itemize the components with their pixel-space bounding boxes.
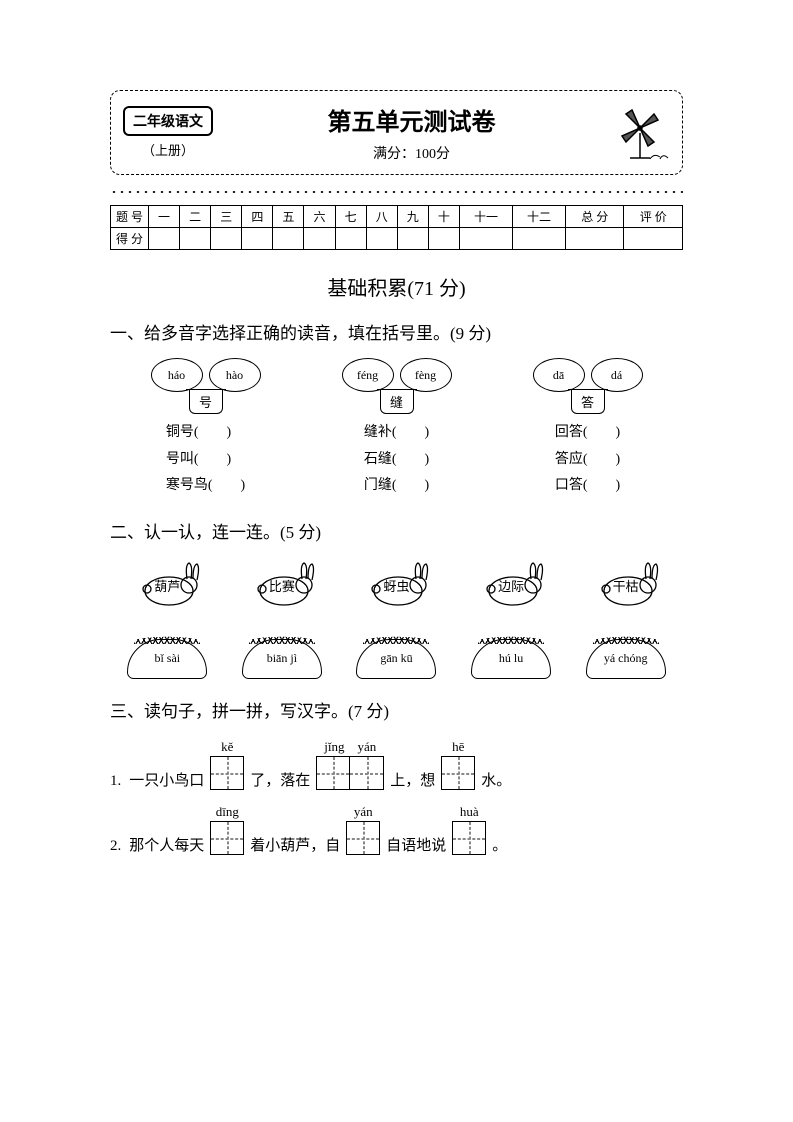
- sentence-text: 一只小鸟口: [129, 769, 204, 790]
- pinyin-label: dīng: [216, 804, 239, 820]
- header: 二年级语文 （上册） 第五单元测试卷 满分：100分: [110, 90, 683, 175]
- sentence-text: 上，想: [390, 769, 435, 790]
- word-item: 铜号( ): [166, 420, 245, 447]
- line-number: 2.: [110, 838, 121, 855]
- word-item: 回答( ): [555, 420, 620, 447]
- windmill-icon: [610, 103, 670, 163]
- q3-title: 三、读句子，拼一拼，写汉字。(7 分): [110, 697, 683, 722]
- write-box: [210, 821, 244, 855]
- grade-block: 二年级语文 （上册）: [123, 106, 213, 159]
- section-title: 基础积累(71 分): [110, 272, 683, 301]
- rabbit-icon: 边际: [471, 557, 551, 607]
- sentence-text: 。: [492, 834, 507, 855]
- write-box: [210, 756, 244, 790]
- score-table: 题 号 一 二 三 四 五 六 七 八 九 十 十一 十二 总 分 评 价 得 …: [110, 205, 683, 250]
- word-item: 石缝( ): [364, 447, 429, 474]
- char-pot: 缝: [380, 390, 414, 414]
- write-box: [316, 756, 350, 790]
- pinyin-char-box: dīng: [210, 804, 244, 855]
- write-box: [452, 821, 486, 855]
- fullmark: 满分：100分: [213, 143, 610, 163]
- pinyin-option: dá: [591, 358, 643, 392]
- pinyin-label: yán: [354, 804, 373, 820]
- rabbit-icon: 干枯: [586, 557, 666, 607]
- q2-title: 二、认一认，连一连。(5 分): [110, 518, 683, 543]
- table-row: 得 分: [111, 228, 683, 250]
- q3-line: 1. 一只小鸟口 kě 了，落在 jǐng yán 上，想 hē 水。: [110, 736, 683, 790]
- word-item: 号叫( ): [166, 447, 245, 474]
- pinyin-label: kě: [221, 739, 233, 755]
- pinyin-char-box: yán: [346, 804, 380, 855]
- divider-dots: [110, 189, 683, 195]
- q1-group: háo hào 号 铜号( ) 号叫( ) 寒号鸟( ): [131, 358, 281, 500]
- hedgehog-icon: hú lu: [471, 639, 551, 679]
- sentence-text: 着小葫芦，自: [250, 834, 340, 855]
- q1-content: háo hào 号 铜号( ) 号叫( ) 寒号鸟( ) féng fèng 缝…: [110, 358, 683, 500]
- hedgehog-icon: yá chóng: [586, 639, 666, 679]
- pinyin-char-box: jǐng yán: [316, 736, 384, 790]
- hedgehog-icon: gān kū: [356, 639, 436, 679]
- sentence-text: 了，落在: [250, 769, 310, 790]
- hedgehog-icon: biān jì: [242, 639, 322, 679]
- sentence-text: 自语地说: [386, 834, 446, 855]
- char-pot: 号: [189, 390, 223, 414]
- page-title: 第五单元测试卷: [213, 102, 610, 137]
- pinyin-label: huà: [460, 804, 479, 820]
- word-item: 口答( ): [555, 473, 620, 500]
- q1-title: 一、给多音字选择正确的读音，填在括号里。(9 分): [110, 319, 683, 344]
- pinyin-option: dā: [533, 358, 585, 392]
- pinyin-option: fèng: [400, 358, 452, 392]
- grade-label: 二年级语文: [123, 106, 213, 136]
- hedgehog-icon: bǐ sài: [127, 639, 207, 679]
- pinyin-label: hē: [452, 739, 464, 755]
- pinyin-option: háo: [151, 358, 203, 392]
- pinyin-option: hào: [209, 358, 261, 392]
- pinyin-char-box: huà: [452, 804, 486, 855]
- q1-group: dā dá 答 回答( ) 答应( ) 口答( ): [513, 358, 663, 500]
- q3-content: 1. 一只小鸟口 kě 了，落在 jǐng yán 上，想 hē 水。 2. 那个人每天 dīng 着…: [110, 736, 683, 855]
- pinyin-char-box: hē: [441, 739, 475, 790]
- pinyin-char-box: kě: [210, 739, 244, 790]
- sentence-text: 水。: [481, 769, 511, 790]
- sentence-text: 那个人每天: [129, 834, 204, 855]
- row-label: 得 分: [111, 228, 149, 250]
- row-label: 题 号: [111, 206, 149, 228]
- title-block: 第五单元测试卷 满分：100分: [213, 102, 610, 163]
- word-item: 寒号鸟( ): [166, 473, 245, 500]
- rabbit-icon: 蚜虫: [356, 557, 436, 607]
- word-item: 缝补( ): [364, 420, 429, 447]
- q2-top-row: 葫芦 比赛 蚜虫 边际 干枯: [110, 557, 683, 607]
- line-number: 1.: [110, 773, 121, 790]
- write-box: [346, 821, 380, 855]
- write-box: [350, 756, 384, 790]
- rabbit-icon: 比赛: [242, 557, 322, 607]
- pinyin-option: féng: [342, 358, 394, 392]
- book-label: （上册）: [142, 140, 194, 159]
- word-item: 答应( ): [555, 447, 620, 474]
- pinyin-label: jǐng yán: [324, 736, 376, 755]
- char-pot: 答: [571, 390, 605, 414]
- word-item: 门缝( ): [364, 473, 429, 500]
- write-box: [441, 756, 475, 790]
- rabbit-icon: 葫芦: [127, 557, 207, 607]
- q1-group: féng fèng 缝 缝补( ) 石缝( ) 门缝( ): [322, 358, 472, 500]
- q2-bottom-row: bǐ sài biān jì gān kū hú lu yá chóng: [110, 611, 683, 679]
- q3-line: 2. 那个人每天 dīng 着小葫芦，自 yán 自语地说 huà 。: [110, 804, 683, 855]
- table-row: 题 号 一 二 三 四 五 六 七 八 九 十 十一 十二 总 分 评 价: [111, 206, 683, 228]
